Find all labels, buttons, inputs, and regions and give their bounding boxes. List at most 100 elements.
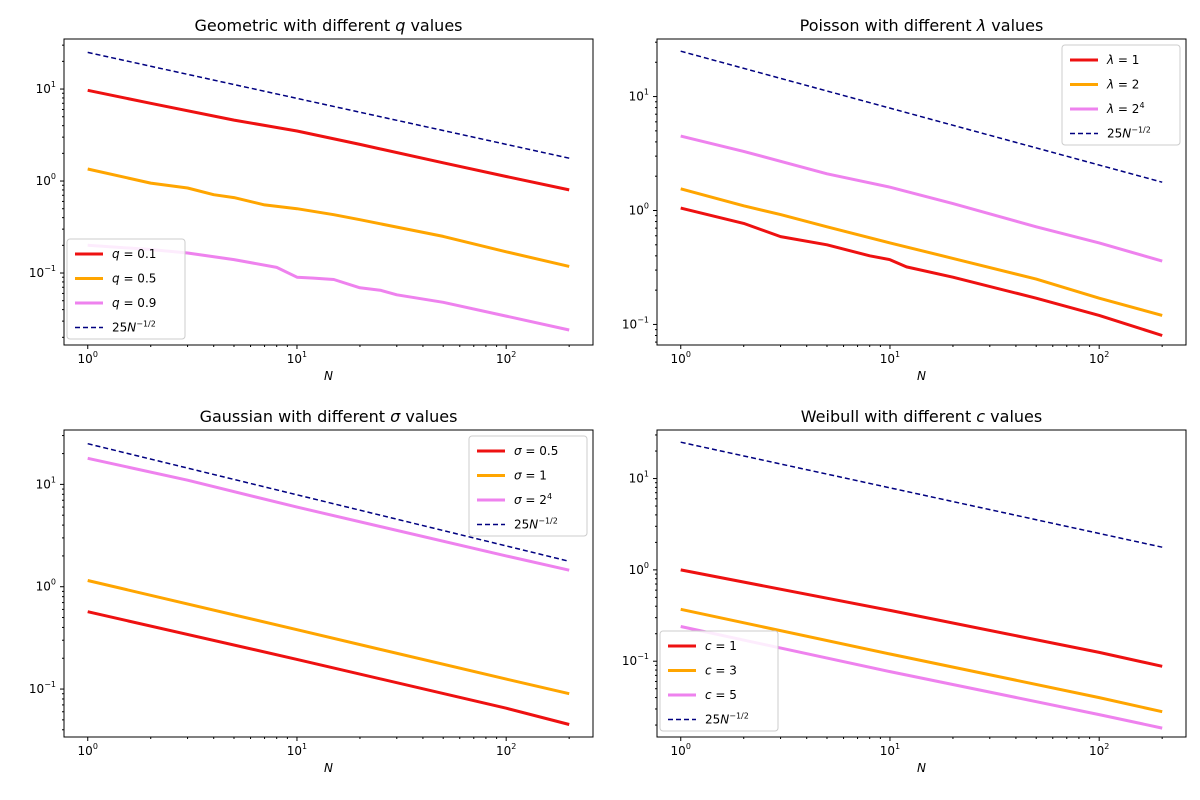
series-line--2-4: [680, 134, 1163, 263]
tick-base: 10: [36, 174, 51, 188]
tick-base: 10: [880, 744, 895, 758]
legend-box: [66, 238, 186, 340]
text-run: q: [112, 272, 120, 286]
text-run: = 1: [522, 469, 547, 483]
tick-base: 10: [1089, 744, 1104, 758]
y-tick-label: 101: [36, 475, 56, 491]
text-run: Gaussian with different: [200, 407, 391, 426]
x-tick-label: 100: [78, 742, 98, 758]
x-tick-label: 100: [671, 742, 691, 758]
tick-base: 10: [36, 580, 51, 594]
x-tick-label: 102: [496, 742, 516, 758]
text-run: = 2: [1114, 78, 1139, 92]
legend-label: c = 1: [705, 639, 737, 653]
tick-base: 10: [629, 203, 644, 217]
tick-base: 10: [622, 654, 637, 668]
y-tick-label: 10−1: [622, 315, 649, 331]
text-run: −1/2: [1131, 126, 1151, 135]
tick-exponent: 1: [644, 470, 649, 479]
axes-frame: [656, 429, 1187, 738]
tick-base: 10: [629, 90, 644, 104]
tick-base: 10: [496, 744, 511, 758]
text-run: = 0.9: [120, 296, 157, 310]
legend-box: [659, 630, 779, 732]
chart-title: Weibull with different c values: [801, 407, 1042, 426]
text-run: Poisson with different: [800, 16, 977, 35]
series-line--1: [87, 579, 570, 696]
text-run: σ: [514, 444, 522, 458]
text-run: values: [985, 407, 1042, 426]
series-line-c-1: [680, 568, 1163, 668]
tick-base: 10: [36, 477, 51, 491]
text-run: c: [976, 407, 985, 426]
tick-base: 10: [671, 352, 686, 366]
text-run: = 2: [522, 493, 547, 507]
text-run: values: [400, 407, 457, 426]
x-tick-label: 101: [880, 350, 900, 366]
legend-box: [468, 435, 588, 537]
tick-base: 10: [29, 266, 44, 280]
y-tick-label: 100: [36, 578, 56, 594]
legend-label: 25N−1/2: [1107, 126, 1151, 141]
tick-base: 10: [622, 317, 637, 331]
series-line--1: [680, 206, 1163, 337]
x-tick-label: 102: [1089, 350, 1109, 366]
y-tick-label: 10−1: [622, 652, 649, 668]
series-line-q-0-5: [87, 167, 570, 268]
tick-exponent: 0: [93, 742, 98, 751]
text-run: = 0.5: [120, 272, 157, 286]
tick-exponent: 1: [51, 475, 56, 484]
text-run: N: [127, 321, 136, 335]
x-tick-label: 100: [78, 350, 98, 366]
axes-frame: [63, 38, 594, 346]
tick-base: 10: [880, 352, 895, 366]
legend-label: q = 0.9: [112, 296, 156, 310]
x-axis-label: N: [917, 369, 926, 383]
x-tick-label: 101: [287, 350, 307, 366]
x-axis-label: N: [917, 761, 926, 775]
text-run: = 3: [712, 664, 737, 678]
text-run: 25: [1107, 127, 1122, 141]
series-line-25n-1-2: [87, 51, 570, 159]
x-axis-label: N: [324, 761, 333, 775]
tick-exponent: 0: [51, 172, 56, 181]
text-run: λ: [976, 16, 986, 35]
series-line--2: [680, 187, 1163, 317]
text-run: = 0.5: [522, 444, 559, 458]
tick-exponent: −1: [637, 315, 649, 324]
legend-label: λ = 2: [1106, 78, 1139, 92]
tick-exponent: 1: [302, 742, 307, 751]
tick-exponent: 2: [1104, 742, 1109, 751]
tick-base: 10: [287, 744, 302, 758]
tick-exponent: 0: [644, 201, 649, 210]
legend-label: σ = 0.5: [514, 444, 558, 458]
text-run: σ: [514, 469, 522, 483]
x-tick-label: 101: [880, 742, 900, 758]
x-tick-label: 102: [1089, 742, 1109, 758]
tick-exponent: 0: [93, 350, 98, 359]
chart-title: Poisson with different λ values: [800, 16, 1044, 35]
y-tick-label: 100: [36, 172, 56, 188]
text-run: c: [705, 688, 712, 702]
x-tick-label: 100: [671, 350, 691, 366]
tick-exponent: 0: [644, 561, 649, 570]
text-run: N: [529, 518, 538, 532]
axes-frame: [656, 38, 1187, 346]
y-tick-label: 100: [629, 201, 649, 217]
tick-exponent: −1: [637, 652, 649, 661]
tick-exponent: 0: [51, 578, 56, 587]
text-run: 25: [705, 713, 720, 727]
text-run: c: [705, 639, 712, 653]
x-tick-label: 101: [287, 742, 307, 758]
text-run: 25: [514, 518, 529, 532]
tick-base: 10: [671, 744, 686, 758]
series-line--0-5: [87, 610, 570, 726]
tick-exponent: 2: [511, 742, 516, 751]
